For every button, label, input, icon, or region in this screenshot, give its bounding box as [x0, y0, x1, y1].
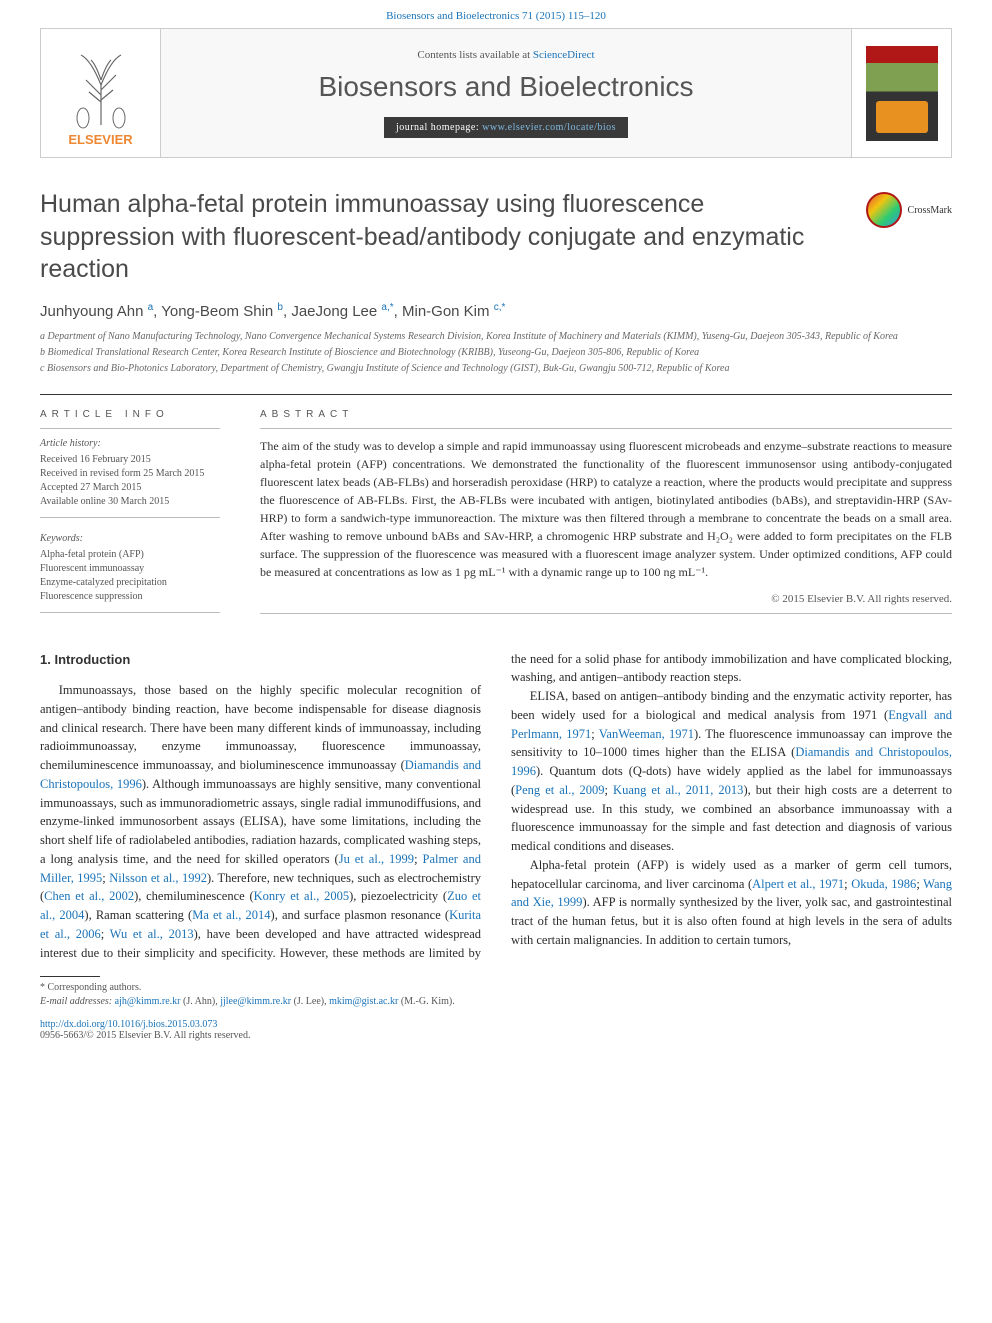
ref-link[interactable]: Kuang et al., 2011, 2013 [613, 783, 743, 797]
history-item: Received 16 February 2015 [40, 453, 220, 467]
history-header: Article history: [40, 437, 220, 451]
info-sep [40, 428, 220, 429]
issn-line: 0956-5663/© 2015 Elsevier B.V. All right… [40, 1030, 952, 1041]
t: ; [101, 927, 110, 941]
keywords-header: Keywords: [40, 532, 220, 546]
ref-link[interactable]: Chen et al., 2002 [44, 889, 134, 903]
t: (J. Ahn), [180, 996, 220, 1007]
intro-p2: ELISA, based on antigen–antibody binding… [511, 687, 952, 856]
journal-name: Biosensors and Bioelectronics [318, 71, 693, 103]
keyword: Fluorescent immunoassay [40, 562, 220, 576]
t: ), Raman scattering ( [84, 908, 192, 922]
ref-link[interactable]: Okuda, 1986 [851, 877, 916, 891]
homepage-link[interactable]: www.elsevier.com/locate/bios [482, 122, 616, 133]
t: ), piezoelectricity ( [349, 889, 447, 903]
homepage-bar: journal homepage: www.elsevier.com/locat… [384, 117, 628, 138]
keyword: Enzyme-catalyzed precipitation [40, 576, 220, 590]
emails-line: E-mail addresses: ajh@kimm.re.kr (J. Ahn… [40, 995, 952, 1009]
publisher-name: ELSEVIER [68, 132, 132, 147]
email-link[interactable]: jjlee@kimm.re.kr [220, 996, 291, 1007]
abstract-copyright: © 2015 Elsevier B.V. All rights reserved… [260, 593, 952, 605]
t: ; [591, 727, 598, 741]
elsevier-tree-icon [61, 40, 141, 130]
email-link[interactable]: ajh@kimm.re.kr [115, 996, 181, 1007]
article-title: Human alpha-fetal protein immunoassay us… [40, 188, 846, 286]
ref-link[interactable]: Ju et al., 1999 [339, 852, 414, 866]
publisher-logo: ELSEVIER [41, 29, 161, 157]
ref-link[interactable]: Peng et al., 2009 [515, 783, 604, 797]
article-info-column: ARTICLE INFO Article history: Received 1… [40, 394, 240, 622]
crossmark-label: CrossMark [908, 205, 952, 216]
footnote-rule [40, 976, 100, 977]
ref-link[interactable]: VanWeeman, 1971 [599, 727, 694, 741]
t: ; [605, 783, 614, 797]
header-center: Contents lists available at ScienceDirec… [161, 29, 851, 157]
abstract-sep [260, 428, 952, 429]
body-columns: 1. Introduction Immunoassays, those base… [40, 650, 952, 963]
article-info-label: ARTICLE INFO [40, 409, 220, 420]
top-citation: Biosensors and Bioelectronics 71 (2015) … [0, 0, 992, 28]
journal-cover [851, 29, 951, 157]
history-item: Available online 30 March 2015 [40, 495, 220, 509]
corresponding-note: * Corresponding authors. [40, 981, 952, 995]
homepage-label: journal homepage: [396, 122, 482, 133]
doi-block: http://dx.doi.org/10.1016/j.bios.2015.03… [40, 1019, 952, 1041]
affiliation-a: a Department of Nano Manufacturing Techn… [40, 330, 952, 344]
keywords-block: Keywords: Alpha-fetal protein (AFP) Fluo… [40, 532, 220, 604]
abstract-sep-bottom [260, 613, 952, 614]
top-citation-link[interactable]: Biosensors and Bioelectronics 71 (2015) … [386, 10, 606, 22]
ref-link[interactable]: Konry et al., 2005 [254, 889, 349, 903]
t: ; [414, 852, 422, 866]
ref-link[interactable]: Alpert et al., 1971 [752, 877, 844, 891]
affiliation-c: c Biosensors and Bio-Photonics Laborator… [40, 362, 952, 376]
history-item: Received in revised form 25 March 2015 [40, 467, 220, 481]
contents-available: Contents lists available at ScienceDirec… [417, 49, 594, 61]
journal-header: ELSEVIER Contents lists available at Sci… [40, 28, 952, 158]
article-history: Article history: Received 16 February 20… [40, 437, 220, 509]
affiliation-b: b Biomedical Translational Research Cent… [40, 346, 952, 360]
ref-link[interactable]: Nilsson et al., 1992 [109, 871, 207, 885]
authors-line: Junhyoung Ahn a, Yong-Beom Shin b, JaeJo… [40, 302, 952, 320]
ref-link[interactable]: Ma et al., 2014 [192, 908, 270, 922]
t: (M.-G. Kim). [398, 996, 454, 1007]
t: ), chemiluminescence ( [134, 889, 254, 903]
crossmark-icon [866, 192, 902, 228]
t: ELISA, based on antigen–antibody binding… [511, 689, 952, 722]
t: ), and surface plasmon resonance ( [271, 908, 450, 922]
emails-label: E-mail addresses: [40, 996, 115, 1007]
cover-thumbnail [866, 46, 938, 141]
history-item: Accepted 27 March 2015 [40, 481, 220, 495]
crossmark-badge[interactable]: CrossMark [866, 192, 952, 228]
intro-p3: Alpha-fetal protein (AFP) is widely used… [511, 856, 952, 950]
contents-prefix: Contents lists available at [417, 49, 532, 61]
keyword: Alpha-fetal protein (AFP) [40, 548, 220, 562]
sciencedirect-link[interactable]: ScienceDirect [533, 49, 595, 61]
info-sep [40, 517, 220, 518]
email-link[interactable]: mkim@gist.ac.kr [329, 996, 398, 1007]
footnotes: * Corresponding authors. E-mail addresse… [40, 981, 952, 1009]
keyword: Fluorescence suppression [40, 590, 220, 604]
abstract-label: ABSTRACT [260, 409, 952, 420]
abstract-column: ABSTRACT The aim of the study was to dev… [240, 394, 952, 622]
ref-link[interactable]: Wu et al., 2013 [110, 927, 194, 941]
intro-heading: 1. Introduction [40, 650, 481, 670]
doi-link[interactable]: http://dx.doi.org/10.1016/j.bios.2015.03… [40, 1019, 217, 1030]
info-sep [40, 612, 220, 613]
abstract-text: The aim of the study was to develop a si… [260, 437, 952, 581]
t: (J. Lee), [291, 996, 329, 1007]
affiliations: a Department of Nano Manufacturing Techn… [40, 330, 952, 376]
